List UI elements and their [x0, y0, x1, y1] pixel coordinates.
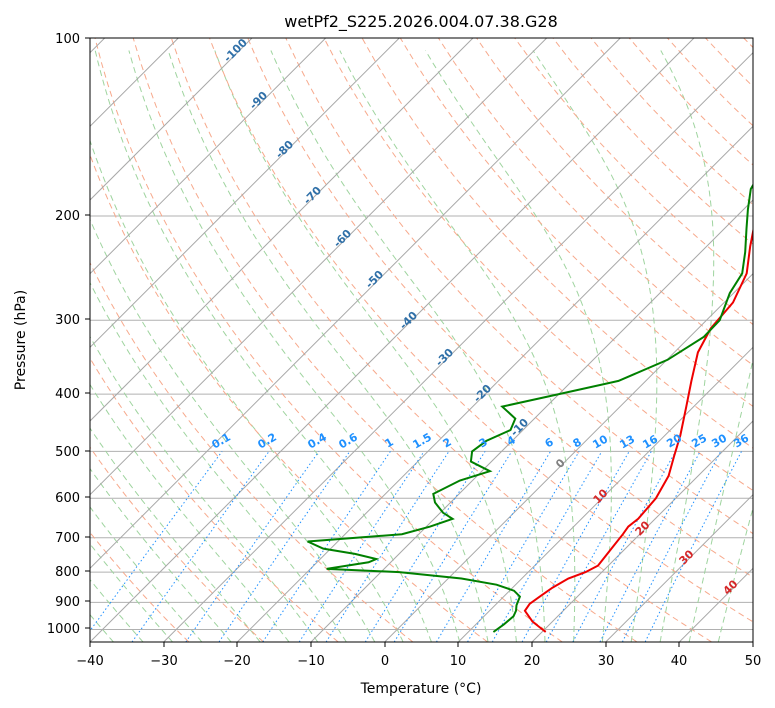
isotherm-line [90, 38, 400, 349]
isotherm-line [90, 38, 695, 642]
moist-adiabat-line [90, 467, 232, 642]
mixing-ratio-line [521, 451, 630, 642]
isotherm-line [236, 125, 753, 642]
moist-adiabat-line [688, 356, 753, 642]
y-axis: 100 200 300 400 500 600 700 800 900 1000 [47, 32, 90, 637]
x-tick-label: −30 [150, 654, 177, 669]
mixing-ratio-line [131, 451, 270, 642]
temperature-line [523, 226, 753, 633]
dry-adiabat-line [514, 38, 753, 285]
moist-adiabat-line [90, 427, 261, 642]
y-tick-label: 900 [55, 595, 80, 610]
y-tick-label: 1000 [47, 622, 80, 637]
y-tick-label: 700 [55, 531, 80, 546]
x-tick-label: 40 [671, 654, 688, 669]
x-tick-label: 0 [381, 654, 389, 669]
dry-adiabat-line [90, 446, 264, 642]
dry-adiabat-line [132, 38, 638, 642]
y-tick-label: 200 [55, 209, 80, 224]
mixing-ratio-line [262, 451, 391, 642]
x-tick-label: 10 [450, 654, 467, 669]
moist-adiabat-line [167, 50, 489, 642]
isotherm-line [605, 493, 753, 642]
isotherm-line [384, 272, 753, 642]
moist-adiabat-line [90, 139, 404, 642]
isobar-grid [90, 38, 753, 630]
y-tick-label: 300 [55, 313, 80, 328]
mixing-ratio-line [298, 451, 425, 642]
x-tick-label: −10 [297, 654, 324, 669]
x-tick-label: −20 [223, 654, 250, 669]
dry-adiabat-line [170, 38, 712, 642]
dry-adiabat-line [323, 38, 753, 492]
temperature-profile [523, 226, 753, 633]
mixing-ratio-lines [90, 451, 742, 642]
moist-adiabat-line [659, 50, 715, 642]
dewpoint-profile [307, 183, 753, 633]
dry-adiabat-line [94, 38, 563, 642]
mixing-ratio-line [218, 451, 351, 642]
y-tick-label: 800 [55, 565, 80, 580]
isotherm-line [457, 346, 753, 642]
moist-adiabat-line [532, 50, 658, 642]
dry-adiabat-line [90, 261, 414, 642]
mixing-ratio-line [325, 451, 450, 642]
moist-adiabats [90, 50, 753, 642]
dry-adiabat-line [247, 38, 753, 578]
y-tick-label: 400 [55, 387, 80, 402]
isotherm-line [163, 51, 753, 642]
moist-adiabat-line [90, 543, 173, 642]
x-tick-label: −40 [76, 654, 103, 669]
y-tick-label: 100 [55, 32, 80, 47]
dry-adiabat-line [476, 38, 753, 326]
moist-adiabat-line [717, 506, 753, 642]
plot-frame [89, 37, 754, 643]
isotherm-line [531, 420, 753, 642]
moist-adiabat-line [339, 50, 576, 642]
chart-title: wetPf2_S225.2026.004.07.38.G28 [284, 12, 558, 32]
x-tick-label: 20 [524, 654, 541, 669]
mixing-ratio-line [572, 451, 676, 642]
mixing-ratio-line [644, 451, 742, 642]
y-axis-label: Pressure (hPa) [13, 290, 29, 390]
moist-adiabat-line [94, 50, 432, 642]
x-tick-label: 30 [598, 654, 615, 669]
x-axis-label: Temperature (°C) [360, 681, 482, 697]
mixing-ratio-line [185, 451, 320, 642]
x-tick-label: 50 [745, 654, 762, 669]
moist-adiabat-line [128, 50, 461, 642]
dry-adiabat-line [285, 38, 753, 535]
dry-adiabats [90, 38, 753, 642]
x-axis: −40 −30 −20 −10 0 10 20 30 40 50 [76, 642, 761, 669]
mixing-ratio-line [545, 451, 652, 642]
isotherm-line [310, 199, 753, 642]
dry-adiabat-line [90, 357, 339, 642]
dewpoint-line [307, 183, 753, 633]
dry-adiabat-line [209, 38, 753, 623]
moist-adiabat-line [270, 50, 546, 642]
moist-adiabat-line [90, 506, 203, 642]
moist-adiabat-line [90, 281, 347, 642]
isotherm-line [90, 38, 253, 201]
moist-adiabat-line [90, 335, 319, 642]
isotherm-line [90, 38, 548, 496]
moist-adiabat-line [214, 50, 517, 642]
moist-adiabat-line [90, 383, 290, 642]
mixing-ratio-line [621, 451, 722, 642]
moist-adiabat-line [90, 578, 144, 642]
y-tick-label: 600 [55, 491, 80, 506]
mixing-ratio-line [90, 451, 223, 632]
isotherm-line [90, 38, 474, 422]
mixing-ratio-line [393, 451, 513, 642]
isotherms [90, 38, 753, 642]
isotherm-line [90, 38, 327, 275]
isotherm-line [90, 38, 621, 570]
y-tick-label: 500 [55, 445, 80, 460]
